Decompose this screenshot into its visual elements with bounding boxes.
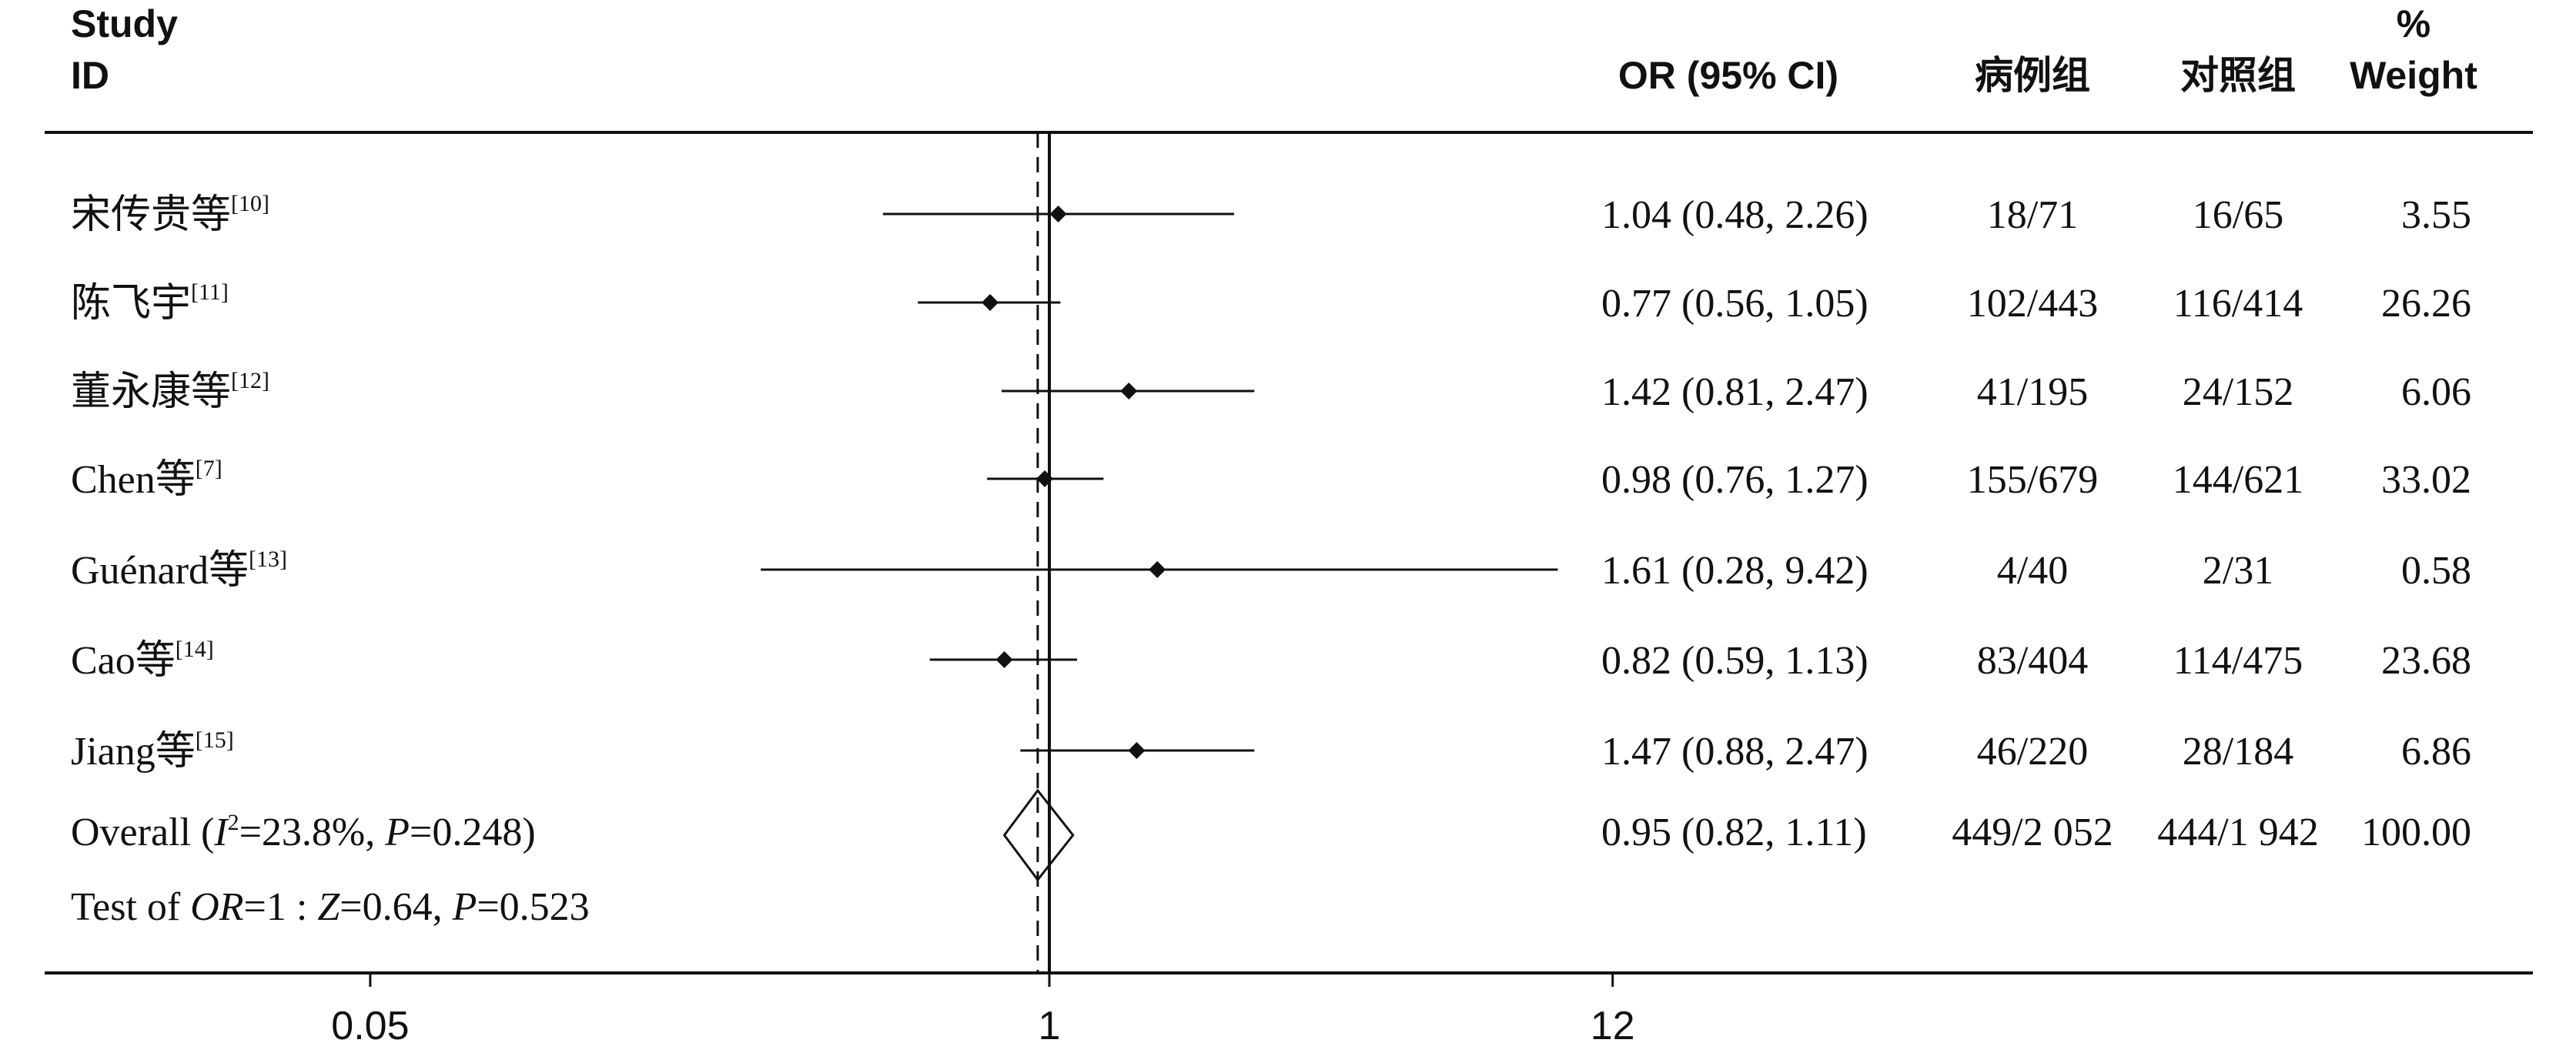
study-label: 宋传贵等[10]	[71, 191, 269, 237]
weight-value: 6.06	[2401, 370, 2471, 414]
controls-value: 116/414	[2173, 282, 2303, 326]
study-ref: [12]	[231, 368, 269, 393]
study-label: 陈飞宇[11]	[71, 279, 229, 326]
study-name: Jiang等	[71, 730, 196, 774]
study-name: 宋传贵等	[71, 193, 231, 237]
table-row: 陈飞宇[11] 0.77 (0.56, 1.05) 102/443 116/414 26…	[71, 279, 2471, 326]
study-name: Chen等	[71, 458, 196, 502]
controls-value: 16/65	[2193, 193, 2283, 237]
cases-value: 102/443	[1967, 282, 2098, 326]
overall-cases: 449/2 052	[1952, 811, 2113, 854]
overall-row: Overall (I2=23.8%, P=0.248) 0.95 (0.82, …	[71, 788, 2471, 882]
or-ci-value: 1.47 (0.88, 2.47)	[1601, 730, 1868, 774]
overall-controls: 444/1 942	[2157, 811, 2318, 854]
or-ci-value: 0.82 (0.59, 1.13)	[1601, 639, 1868, 683]
table-row: Guénard等[13] 1.61 (0.28, 9.42) 4/40 2/31 0.5…	[71, 547, 2471, 593]
study-ref: [7]	[196, 456, 222, 481]
or-ci-value: 1.04 (0.48, 2.26)	[1601, 193, 1868, 237]
table-row: 宋传贵等[10] 1.04 (0.48, 2.26) 18/71 16/65 3.55	[71, 191, 2471, 237]
point-estimate	[1120, 383, 1138, 399]
point-estimate	[1149, 561, 1166, 578]
header-weight-percent: %	[2397, 2, 2430, 45]
study-ref: [15]	[196, 727, 234, 753]
weight-value: 23.68	[2381, 639, 2471, 683]
x-tick-label: 1	[1039, 1004, 1061, 1048]
study-name: 董永康等	[71, 370, 231, 414]
or-ci-value: 1.61 (0.28, 9.42)	[1601, 549, 1868, 593]
controls-value: 2/31	[2203, 549, 2273, 593]
x-axis-ticks: 0.05 1 12	[331, 973, 1635, 1048]
x-tick-label: 12	[1591, 1004, 1635, 1048]
cases-value: 41/195	[1977, 370, 2088, 414]
point-estimate	[1049, 206, 1067, 222]
weight-value: 6.86	[2401, 730, 2471, 774]
table-row: Jiang等[15] 1.47 (0.88, 2.47) 46/220 28/184 6…	[71, 727, 2471, 774]
table-row: Cao等[14] 0.82 (0.59, 1.13) 83/404 114/475 23…	[71, 637, 2471, 683]
study-ref: [14]	[176, 637, 214, 662]
study-label: Jiang等[15]	[71, 727, 234, 774]
weight-value: 33.02	[2381, 458, 2471, 502]
study-ref: [11]	[191, 279, 229, 305]
study-name: 陈飞宇	[71, 282, 191, 326]
weight-value: 26.26	[2381, 282, 2471, 326]
cases-value: 46/220	[1977, 730, 2088, 774]
overall-label-text: Overall (I2=23.8%, P=0.248)	[71, 810, 536, 854]
controls-value: 28/184	[2183, 730, 2293, 774]
study-name: Cao等	[71, 639, 176, 683]
overall-or-ci: 0.95 (0.82, 1.11)	[1601, 811, 1867, 854]
overall-weight: 100.00	[2361, 811, 2471, 854]
cases-value: 83/404	[1977, 639, 2088, 683]
point-estimate	[1128, 742, 1146, 759]
overall-diamond	[1002, 788, 1075, 882]
controls-value: 24/152	[2183, 370, 2293, 414]
study-label: Guénard等[13]	[71, 547, 287, 593]
cases-value: 4/40	[1997, 549, 2068, 593]
header-or-ci: OR (95% CI)	[1618, 54, 1838, 97]
or-ci-value: 1.42 (0.81, 2.47)	[1601, 370, 1868, 414]
header-study: Study	[71, 2, 178, 45]
controls-value: 114/475	[2173, 639, 2303, 683]
header-weight: Weight	[2350, 54, 2477, 97]
point-estimate	[995, 651, 1013, 668]
study-label: 董永康等[12]	[71, 368, 269, 414]
cases-value: 18/71	[1987, 193, 2078, 237]
point-estimate	[1036, 470, 1054, 487]
weight-value: 0.58	[2401, 549, 2471, 593]
header-id: ID	[71, 54, 109, 97]
study-ref: [10]	[231, 191, 269, 216]
table-row: Chen等[7] 0.98 (0.76, 1.27) 155/679 144/621 3…	[71, 456, 2471, 502]
cases-value: 155/679	[1967, 458, 2098, 502]
or-ci-value: 0.98 (0.76, 1.27)	[1601, 458, 1868, 502]
header-control-group: 对照组	[2180, 54, 2296, 97]
table-header: Study ID OR (95% CI) 病例组 对照组 % Weight	[71, 2, 2477, 97]
or-ci-value: 0.77 (0.56, 1.05)	[1601, 282, 1868, 326]
header-case-group: 病例组	[1975, 54, 2090, 97]
weight-value: 3.55	[2401, 193, 2471, 237]
point-estimate	[982, 294, 999, 311]
test-of-or-text: Test of OR=1 : Z=0.64, P=0.523	[71, 885, 590, 929]
controls-value: 144/621	[2173, 458, 2303, 502]
study-label: Cao等[14]	[71, 637, 214, 683]
study-name: Guénard等	[71, 549, 249, 593]
study-rows: 宋传贵等[10] 1.04 (0.48, 2.26) 18/71 16/65 3.55 陈…	[71, 191, 2471, 774]
table-row: 董永康等[12] 1.42 (0.81, 2.47) 41/195 24/152 6.0…	[71, 368, 2471, 414]
x-tick-label: 0.05	[331, 1004, 409, 1048]
study-label: Chen等[7]	[71, 456, 222, 502]
study-ref: [13]	[249, 547, 287, 572]
